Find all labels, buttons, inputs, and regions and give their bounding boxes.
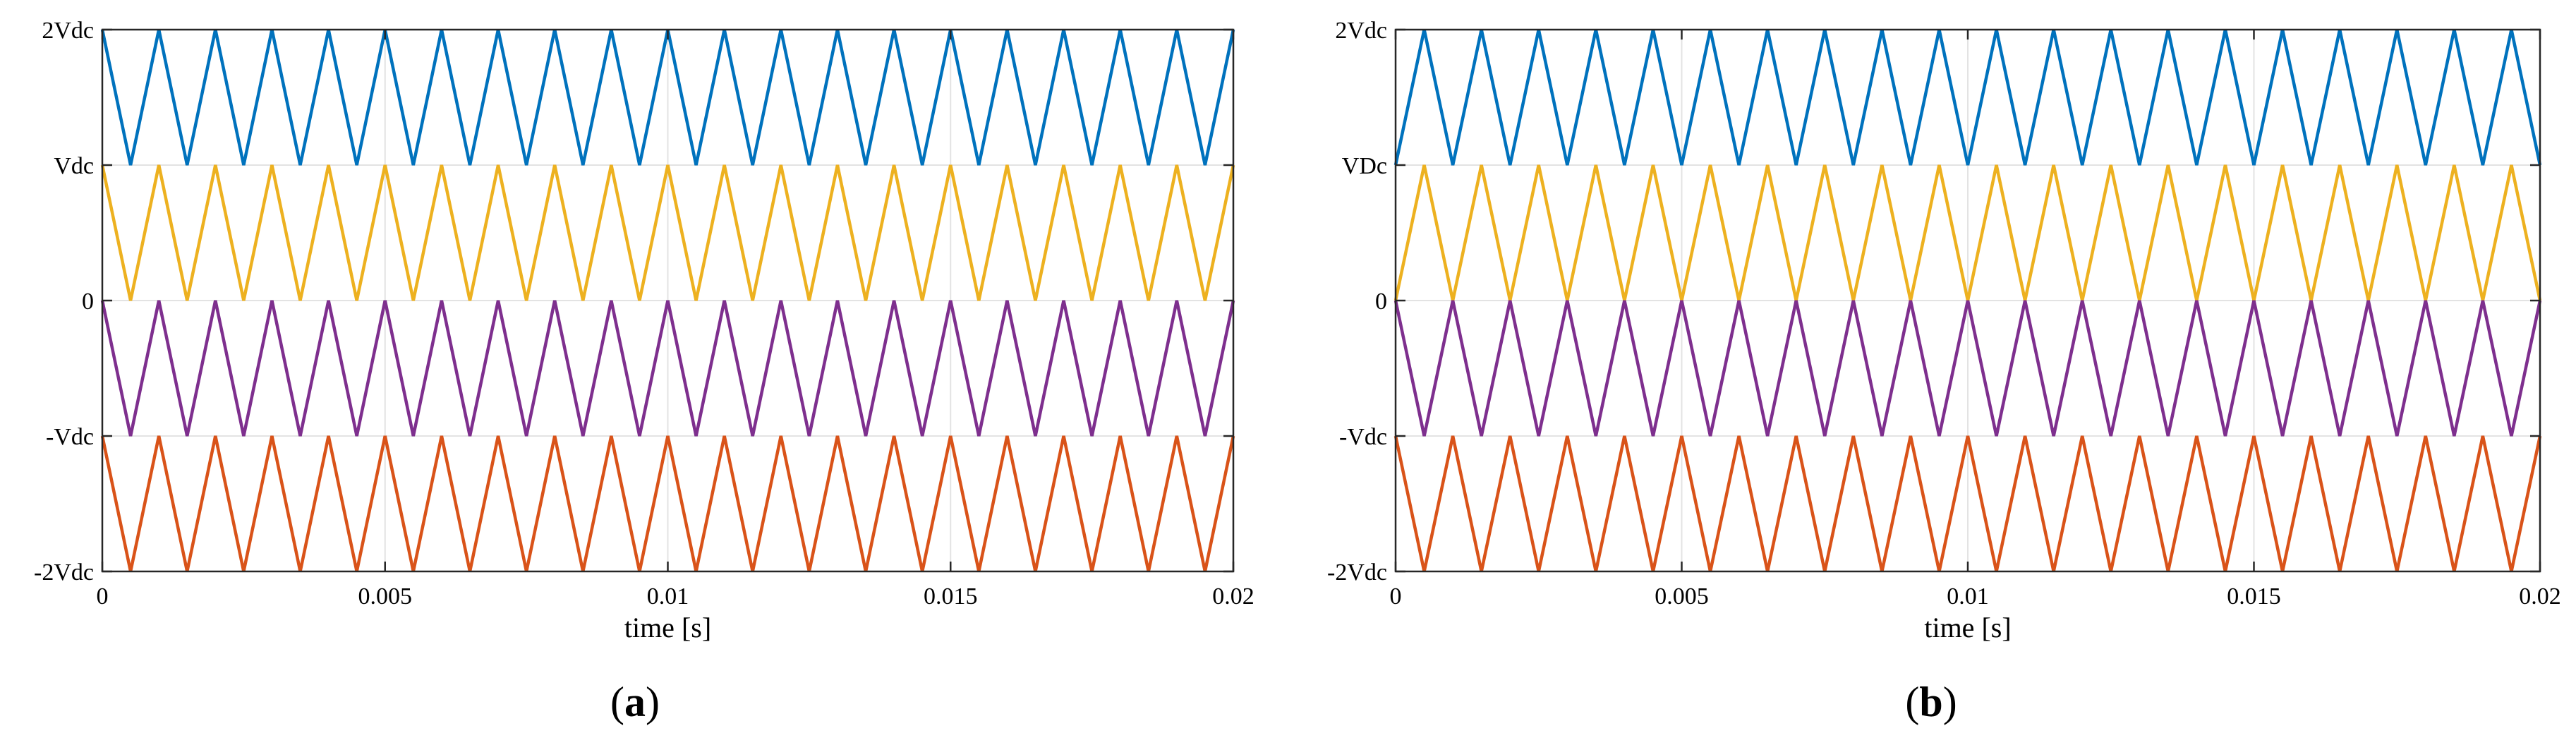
carrier-series-3: [100, 300, 1235, 437]
x-tick-label: 0: [1390, 583, 1402, 610]
panel-label-letter: b: [1919, 679, 1942, 725]
carrier-series-4: [1393, 435, 2542, 572]
panel-label: (b): [1905, 679, 1957, 725]
y-tick-label: -2Vdc: [1327, 559, 1387, 586]
x-tick-label: 0.005: [1655, 583, 1709, 610]
panel-label-close-paren: ): [646, 679, 660, 725]
y-tick-label: 0: [1375, 289, 1387, 315]
panel-label-letter: a: [624, 679, 646, 725]
carrier-series-3: [1393, 300, 2542, 437]
x-tick-label: 0.02: [2519, 583, 2561, 610]
y-tick-label: 2Vdc: [1335, 18, 1387, 44]
y-tick-label: -2Vdc: [34, 559, 94, 586]
y-tick-label: -Vdc: [46, 424, 94, 450]
panel-label: (a): [610, 679, 660, 725]
chart-panel-a: 0 0.005 0.01 0.015 0.02 2Vdc Vdc 0 -Vdc -2Vdc time…: [34, 18, 1254, 725]
x-axis-label: time [s]: [1924, 612, 2011, 643]
x-tick-label: 0.015: [924, 583, 978, 610]
x-axis-label: time [s]: [624, 612, 711, 643]
y-tick-label: 0: [82, 289, 94, 315]
carrier-series-1: [1393, 29, 2542, 166]
x-tick-label: 0.015: [2227, 583, 2281, 610]
carrier-series-2: [100, 164, 1235, 301]
x-tick-label: 0.005: [358, 583, 413, 610]
y-tick-label: -Vdc: [1339, 424, 1387, 450]
x-tick-label: 0.01: [647, 583, 689, 610]
x-tick-label: 0.01: [1947, 583, 1989, 610]
carrier-series-4: [100, 435, 1235, 572]
x-tick-label: 0.02: [1212, 583, 1254, 610]
panel-label-open-paren: (: [1905, 679, 1919, 725]
y-tick-label: VDc: [1342, 153, 1387, 179]
x-tick-label: 0: [97, 583, 109, 610]
y-tick-label: Vdc: [54, 153, 94, 179]
chart-panel-b: 0 0.005 0.01 0.015 0.02 2Vdc VDc 0 -Vdc -2Vdc time…: [1327, 18, 2561, 725]
panel-label-open-paren: (: [610, 679, 624, 725]
panel-label-close-paren: ): [1943, 679, 1957, 725]
y-tick-label: 2Vdc: [42, 18, 94, 44]
